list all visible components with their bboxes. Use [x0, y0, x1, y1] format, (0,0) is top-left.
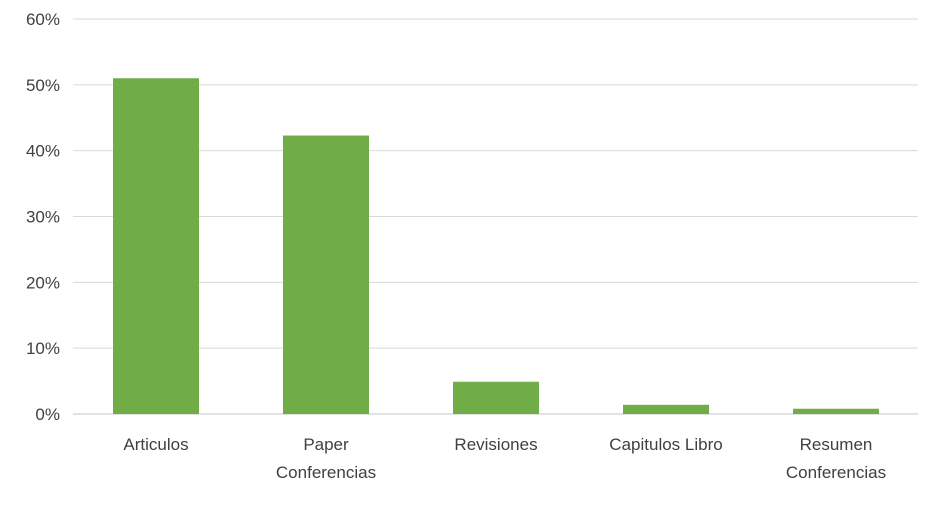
y-tick-label: 0%	[35, 405, 60, 424]
y-tick-label: 60%	[26, 10, 60, 29]
x-tick-label-line: Paper	[303, 435, 349, 454]
bar	[793, 408, 879, 414]
gridlines	[73, 18, 918, 415]
x-tick-label: Resumen Conferencias	[786, 435, 886, 482]
y-tick-label: 10%	[26, 339, 60, 358]
y-tick-label: 20%	[26, 273, 60, 292]
x-tick-label: Articulos	[123, 435, 188, 454]
x-tick-label-line: Conferencias	[786, 463, 886, 482]
bars	[113, 78, 879, 414]
bar	[283, 135, 369, 414]
x-tick-label-line: Revisiones	[454, 435, 537, 454]
x-tick-label-line: Conferencias	[276, 463, 376, 482]
y-tick-label: 40%	[26, 142, 60, 161]
x-tick-label-line: Capitulos Libro	[609, 435, 722, 454]
y-tick-label: 30%	[26, 208, 60, 227]
x-tick-label-line: Articulos	[123, 435, 188, 454]
x-tick-label-line: Resumen	[800, 435, 873, 454]
x-tick-label: Revisiones	[454, 435, 537, 454]
x-tick-label: Capitulos Libro	[609, 435, 722, 454]
y-tick-label: 50%	[26, 76, 60, 95]
x-tick-label: Paper Conferencias	[276, 435, 376, 482]
bar	[453, 381, 539, 414]
bar	[623, 404, 709, 414]
y-axis-tick-labels: 0% 10% 20% 30% 40% 50% 60%	[26, 10, 60, 424]
bar	[113, 78, 199, 414]
x-axis-category-labels: Articulos Paper Conferencias Revisiones Capi…	[123, 435, 886, 482]
